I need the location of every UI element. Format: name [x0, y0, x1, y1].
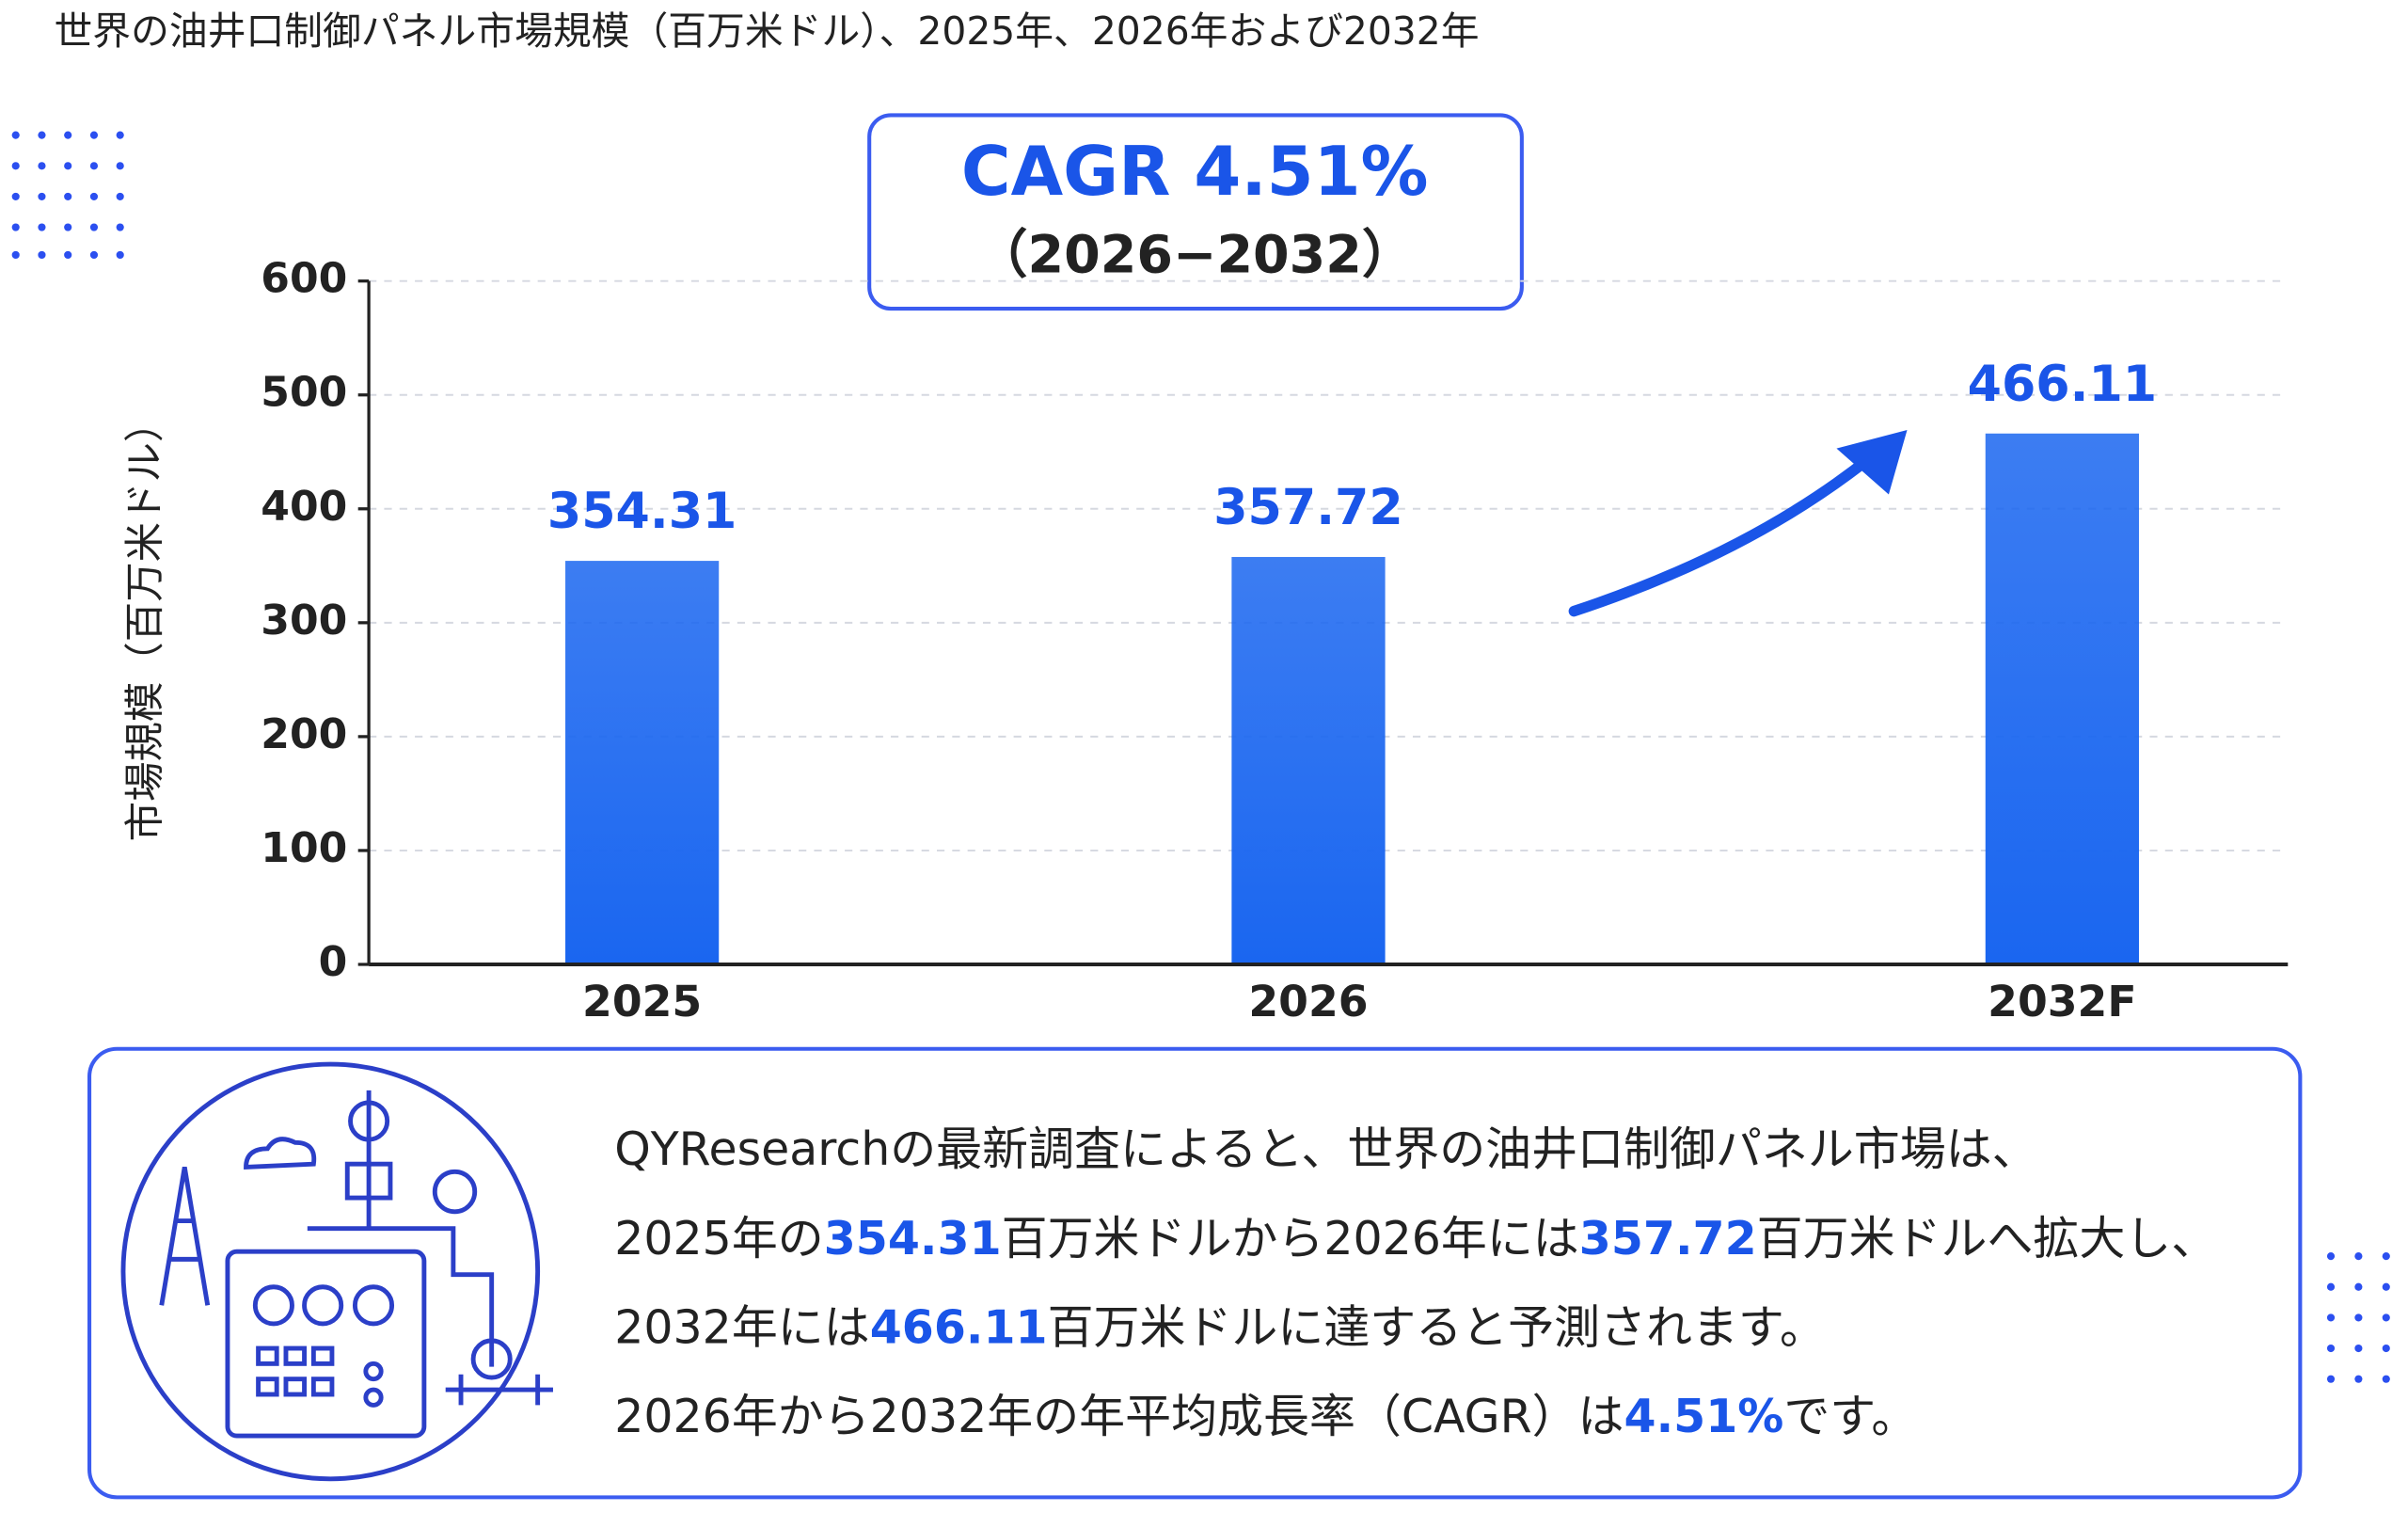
bar — [565, 561, 720, 964]
y-tick-label: 600 — [261, 255, 347, 303]
y-tick-label: 300 — [261, 597, 347, 645]
dot-pattern — [2326, 1252, 2390, 1383]
growth-arrow — [1568, 452, 1877, 617]
x-tick-label: 2032F — [1988, 977, 2136, 1027]
summary-text: QYResearchの最新調査によると、世界の油井口制御パネル市場は、 2025年… — [614, 1122, 2217, 1443]
y-tick-label: 200 — [261, 710, 347, 758]
y-tick-label: 0 — [319, 938, 348, 986]
data-label: 354.31 — [547, 484, 737, 540]
growth-arrow-head — [1836, 430, 1908, 495]
summary-segment: 2032年には — [614, 1300, 869, 1354]
chart-title: 世界の油井口制御パネル市場規模（百万米ドル）、2025年、2026年および203… — [55, 8, 1480, 54]
data-label: 466.11 — [1968, 357, 2158, 413]
summary-segment: QYResearchの最新調査によると、世界の油井口制御パネル市場は、 — [614, 1122, 2037, 1176]
summary-segment: 2026年から2032年の年平均成長率（CAGR）は — [614, 1390, 1624, 1443]
bar — [1985, 433, 2139, 964]
y-axis-label: 市場規模（百万米ドル） — [123, 403, 169, 842]
summary-segment: 2025年の — [614, 1211, 824, 1265]
summary-segment: 466.11 — [870, 1300, 1048, 1354]
dot-pattern — [11, 131, 124, 260]
cagr-period: （2026−2032） — [975, 224, 1414, 285]
summary-segment: 百万米ドルへ拡大し、 — [1757, 1211, 2218, 1265]
summary-segment: です。 — [1783, 1390, 1917, 1443]
x-tick-label: 2026 — [1248, 977, 1368, 1027]
cagr-box — [867, 113, 1524, 311]
summary-segment: 4.51% — [1624, 1390, 1784, 1443]
x-tick-label: 2025 — [582, 977, 702, 1027]
y-tick-label: 400 — [261, 483, 347, 531]
bar — [1231, 556, 1386, 964]
summary-segment: 354.31 — [824, 1211, 1002, 1265]
y-tick-label: 500 — [261, 369, 347, 417]
summary-segment: 357.72 — [1579, 1211, 1757, 1265]
data-label: 357.72 — [1213, 480, 1403, 536]
plot-area: 0 100 200 300 400 500 600 2025 354.31 2026 357.72 2… — [261, 255, 2289, 1027]
summary-segment: 百万米ドルに達すると予測されます。 — [1048, 1300, 1826, 1354]
y-tick-label: 100 — [261, 824, 347, 872]
summary-segment: 百万米ドルから2026年には — [1002, 1211, 1579, 1265]
wellhead-illustration — [120, 1061, 553, 1482]
summary-box — [87, 1046, 2303, 1500]
cagr-headline: CAGR 4.51% — [961, 132, 1429, 211]
